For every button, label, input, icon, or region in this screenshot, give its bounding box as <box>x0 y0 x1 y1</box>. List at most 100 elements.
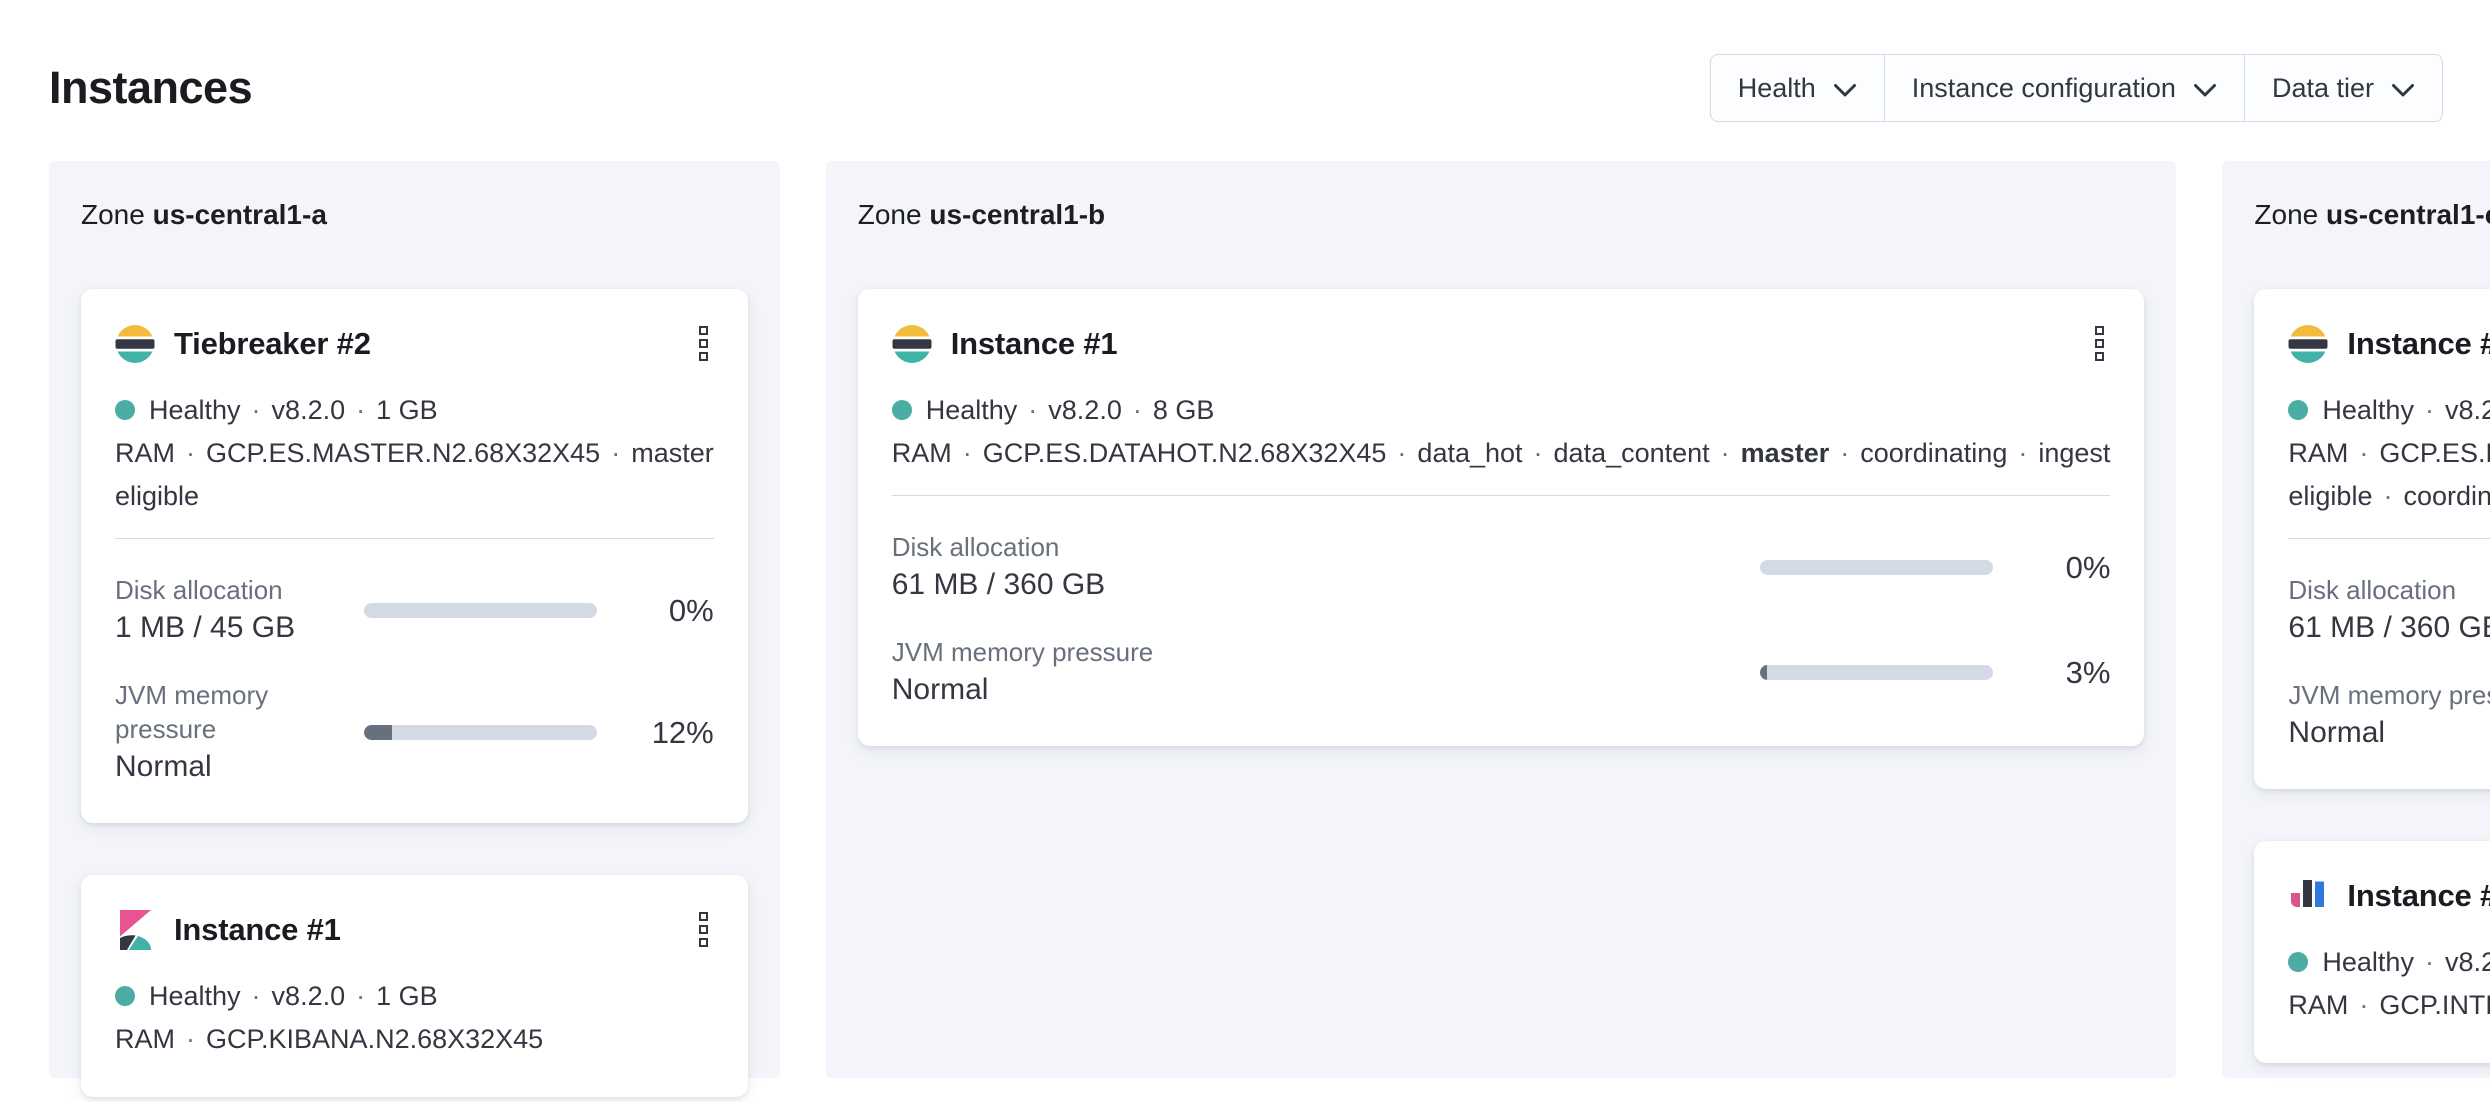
boxes-vertical-icon <box>698 339 708 348</box>
meta-separator: · <box>2424 947 2434 977</box>
instance-meta: Healthy · v8.2.0 · 1 GB RAM · GCP.KIBANA.N2.68… <box>115 975 714 1061</box>
meta-item: GCP.ES.DATAHOT.N2.68X32X45 <box>2379 438 2490 468</box>
meta-item: coordinating <box>2403 481 2490 511</box>
meta-item: master <box>1741 438 1830 468</box>
metric-label: JVM memory pressure <box>891 637 1154 667</box>
boxes-vertical-icon <box>2095 352 2105 361</box>
filter-health-button[interactable]: Health <box>1711 55 1884 121</box>
metric-percent: 0% <box>668 592 714 628</box>
health-dot-icon <box>115 986 135 1006</box>
meta-item: GCP.INTEGRATIONSSERVER.N2.68X32X45 <box>2379 990 2490 1020</box>
metric-progress-bar <box>363 725 597 740</box>
kibana-logo-icon <box>115 909 155 950</box>
instance-card-header: Instance #1 <box>892 322 2111 365</box>
zone-name: us-central1-c <box>2326 199 2490 230</box>
instance-meta: Healthy · v8.2.0 · 1 GB RAM · GCP.ES.MASTER.N2… <box>115 389 714 518</box>
meta-separator: · <box>2424 395 2434 425</box>
meta-text: master eligible <box>115 438 714 511</box>
zone-label: Zone <box>2254 199 2319 230</box>
health-dot-icon <box>115 400 135 420</box>
meta-separator: · <box>2383 481 2393 511</box>
elasticsearch-logo-icon <box>2288 324 2328 364</box>
zone-name: us-central1-b <box>929 199 1106 230</box>
meta-text: v8.2.0 <box>2444 395 2490 425</box>
zone-label: Zone <box>857 199 922 230</box>
metric-value: Normal <box>115 750 212 783</box>
integrations-server-logo-icon <box>2288 876 2328 916</box>
metric-row: JVM memory pressure Normal 3% <box>892 635 2111 710</box>
zone-cards: Instance #0 Healthy · v8.2.0 · 8 GB RAM · GCP.… <box>2254 289 2490 1063</box>
filter-instance-configuration-button[interactable]: Instance configuration <box>1883 55 2244 121</box>
instances-page: Instances Health Instance configuration … <box>0 54 2490 1102</box>
boxes-vertical-icon <box>2095 339 2105 348</box>
instance-title: Instance #1 <box>950 325 1118 361</box>
meta-item: v8.2.0 <box>2445 395 2490 425</box>
instance-meta: Healthy·v8.2.0·8 GB RAM·GCP.ES.DATAHOT.N… <box>891 389 2110 475</box>
page-header: Instances Health Instance configuration … <box>49 54 2443 122</box>
meta-item: data_content <box>1554 438 1710 468</box>
meta-item: v8.2.0 <box>272 981 346 1011</box>
meta-item: master eligible <box>115 438 714 511</box>
meta-separator: · <box>962 438 972 468</box>
health-dot-icon <box>2288 400 2309 420</box>
filter-data-tier-button[interactable]: Data tier <box>2243 55 2442 121</box>
instance-card: Instance #0 Healthy·v8.2.0·1 GB RAM·GCP.… <box>2254 841 2490 1063</box>
instance-actions-menu-button[interactable] <box>2089 322 2110 365</box>
meta-separator: · <box>356 395 366 425</box>
metric-label: Disk allocation <box>891 532 1060 562</box>
chevron-down-icon <box>2391 74 2415 105</box>
boxes-vertical-icon <box>698 912 708 921</box>
meta-text: coordinating <box>2403 481 2490 511</box>
metric-progress-bar <box>1760 665 1994 680</box>
health-status: Healthy <box>2288 947 2414 977</box>
zone-title: Zone us-central1-c <box>2254 197 2490 233</box>
zone-title: Zone us-central1-a <box>81 197 748 233</box>
health-dot-icon <box>891 400 912 420</box>
metric-text: Disk allocation 61 MB / 360 GB <box>2288 573 2490 648</box>
meta-separator: · <box>251 395 261 425</box>
zone-panel: Zone us-central1-c Instance #0 Healthy · v… <box>2222 161 2490 1078</box>
metric-label: JVM memory pressure <box>115 680 269 744</box>
chevron-down-icon <box>2193 74 2217 105</box>
health-status: Healthy <box>891 395 1017 425</box>
instance-card: Instance #1 Healthy · v8.2.0 · 1 GB RAM · GCP.… <box>81 875 748 1097</box>
metric-percent: 3% <box>2065 654 2111 690</box>
meta-text: GCP.ES.DATAHOT.N2.68X32X45 <box>982 438 1387 468</box>
meta-text: v8.2.0 <box>271 395 346 425</box>
meta-separator: · <box>1028 395 1038 425</box>
instance-actions-menu-button[interactable] <box>693 908 714 951</box>
metric-text: JVM memory pressure Normal <box>115 678 364 787</box>
instance-title: Instance #0 <box>2347 877 2490 913</box>
chevron-down-icon <box>1833 74 1857 105</box>
instance-card-header: Instance #0 <box>2288 874 2490 917</box>
metric-progress-fill <box>363 725 392 740</box>
metric-row: Disk allocation 1 MB / 45 GB 0% <box>115 573 714 648</box>
instance-title: Tiebreaker #2 <box>174 325 371 361</box>
meta-text: 8 GB RAM <box>2288 438 2349 468</box>
meta-item: data_hot <box>1417 438 1522 468</box>
metric-row: JVM memory pressure Normal 2% <box>2288 678 2490 753</box>
instance-actions-menu-button[interactable] <box>693 322 714 365</box>
meta-item: GCP.ES.MASTER.N2.68X32X45 <box>206 438 600 468</box>
meta-separator: · <box>1840 438 1850 468</box>
meta-text: GCP.ES.MASTER.N2.68X32X45 <box>206 438 601 468</box>
health-dot-icon <box>2288 952 2309 972</box>
zone-name: us-central1-a <box>152 199 327 230</box>
meta-separator: · <box>1397 438 1407 468</box>
instance-card: Tiebreaker #2 Healthy · v8.2.0 · 1 GB RAM · GC… <box>81 289 748 823</box>
boxes-vertical-icon <box>698 938 708 947</box>
meta-text: data_content <box>1553 438 1710 468</box>
meta-item: master eligible <box>2288 438 2490 511</box>
boxes-vertical-icon <box>698 352 708 361</box>
meta-text: v8.2.0 <box>2444 947 2490 977</box>
meta-item: 8 GB RAM <box>892 395 1215 468</box>
meta-item: 1 GB RAM <box>2288 947 2490 1020</box>
metric-percent: 12% <box>651 714 714 750</box>
meta-text: 1 GB RAM <box>115 395 438 468</box>
zone-cards: Instance #1 Healthy · v8.2.0 · 8 GB RAM · GCP.… <box>857 289 2145 746</box>
meta-text: GCP.INTEGRATIONSSERVER.N2.68X32X45 <box>2379 990 2490 1020</box>
meta-text: Healthy <box>149 981 241 1011</box>
metrics-section: Disk allocation 1 MB / 45 GB 0% JVM memo… <box>115 538 714 787</box>
filter-data-tier-label: Data tier <box>2271 72 2374 103</box>
meta-text: Healthy <box>2322 395 2414 425</box>
